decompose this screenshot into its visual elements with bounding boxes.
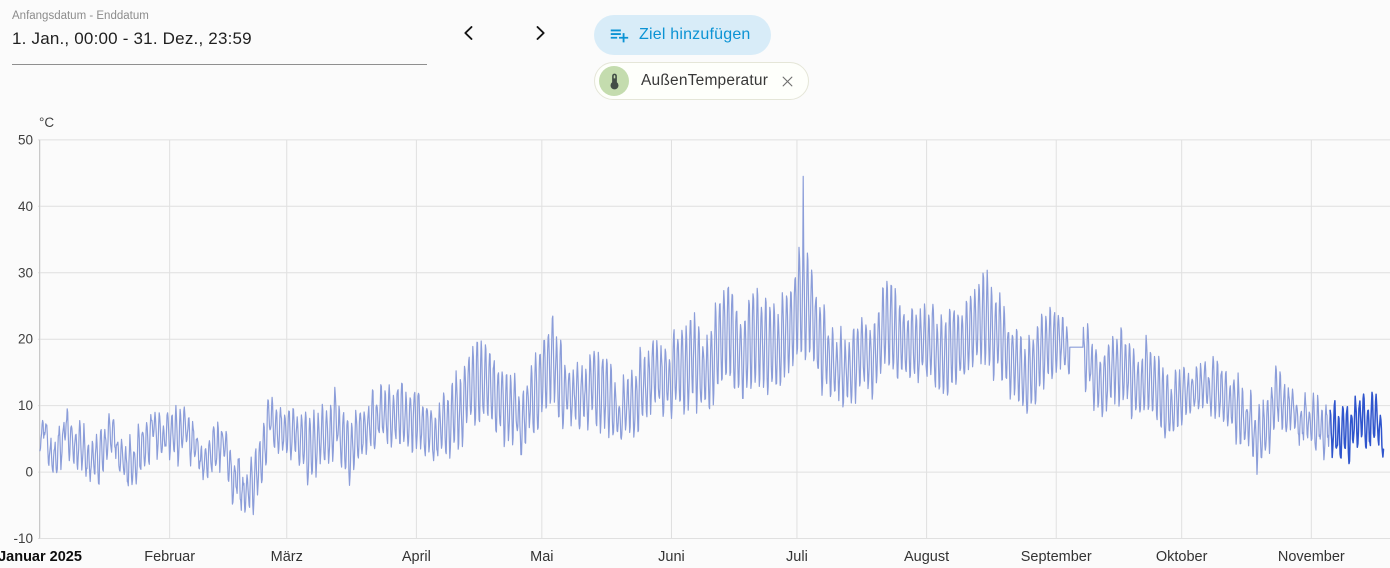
date-range-value: 1. Jan., 00:00 - 31. Dez., 23:59 (12, 29, 252, 48)
x-axis-tick-label: Januar 2025 (0, 549, 82, 565)
x-axis-tick-label: Juni (658, 549, 685, 565)
x-axis-tick-label: Februar (144, 549, 195, 565)
x-axis-tick-label: September (1021, 549, 1092, 565)
thermometer-icon (599, 66, 629, 96)
x-axis-tick-label: Mai (530, 549, 553, 565)
y-axis-tick-label: 50 (18, 132, 33, 147)
playlist-add-icon (610, 29, 629, 43)
x-axis-tick-label: März (271, 549, 303, 565)
x-axis-tick-label: April (402, 549, 431, 565)
close-icon[interactable] (776, 70, 798, 92)
y-axis-tick-label: 0 (25, 465, 33, 480)
x-axis-tick-label: Juli (786, 549, 808, 565)
y-axis-tick-label: -10 (13, 531, 33, 546)
add-goal-label: Ziel hinzufügen (639, 26, 751, 43)
next-period-button[interactable] (520, 13, 560, 53)
temperature-line-recent (1329, 391, 1385, 465)
chevron-left-icon (464, 26, 473, 40)
y-axis-tick-label: 40 (18, 199, 33, 214)
y-axis-unit-label: °C (39, 115, 54, 130)
date-range-field[interactable]: Anfangsdatum - Enddatum 1. Jan., 00:00 -… (12, 6, 427, 65)
temperature-line-history (39, 175, 1331, 516)
chevron-right-icon (536, 26, 545, 40)
add-goal-button[interactable]: Ziel hinzufügen (594, 15, 771, 55)
previous-period-button[interactable] (449, 13, 489, 53)
date-range-label: Anfangsdatum - Enddatum (12, 10, 149, 22)
x-axis-tick-label: November (1278, 549, 1345, 565)
y-axis-tick-label: 10 (18, 398, 33, 413)
entity-chip-label: AußenTemperatur (641, 72, 769, 89)
y-axis-tick-label: 30 (18, 265, 33, 280)
y-axis-tick-label: 20 (18, 332, 33, 347)
entity-chip-aussentemperatur[interactable]: AußenTemperatur (594, 62, 810, 100)
x-axis-tick-label: Oktober (1156, 549, 1208, 565)
x-axis-tick-label: August (904, 549, 949, 565)
